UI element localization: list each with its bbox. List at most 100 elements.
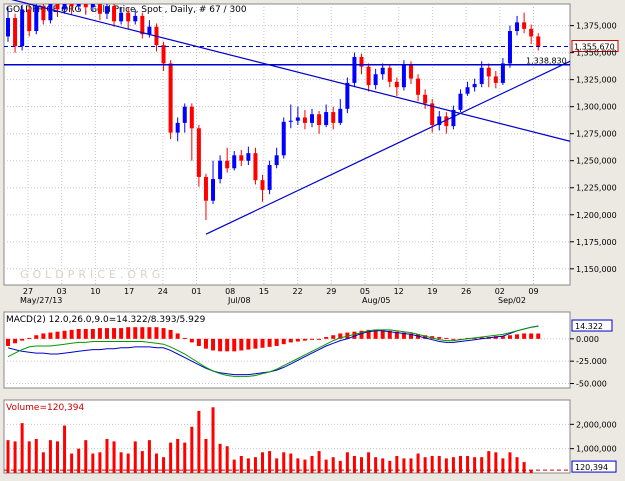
macd-histogram-bar <box>154 327 159 339</box>
macd-histogram-bar <box>225 338 230 352</box>
volume-bar <box>140 451 144 473</box>
candle-body <box>515 22 520 32</box>
candle-body <box>507 31 512 64</box>
macd-histogram-bar <box>359 330 364 339</box>
price-tick-label: 1,350,000 <box>576 49 617 58</box>
macd-histogram-bar <box>83 328 88 339</box>
volume-bar <box>494 452 498 473</box>
price-tick-label: 1,175,000 <box>576 238 617 247</box>
macd-title: MACD(2) 12.0,26.0,9.0=14.322/8.393/5.929 <box>6 315 206 325</box>
volume-bar <box>416 453 420 473</box>
macd-histogram-bar <box>444 337 449 339</box>
volume-bar <box>119 452 123 473</box>
date-tick-label: 05 <box>360 287 370 296</box>
macd-histogram-bar <box>500 336 505 339</box>
date-tick-label: 19 <box>427 287 437 296</box>
date-tick-label: 12 <box>394 287 404 296</box>
candle-body <box>451 109 456 127</box>
signal-line <box>7 325 539 377</box>
macd-histogram-bar <box>147 327 152 339</box>
candle-body <box>253 153 258 181</box>
volume-tick-label: 2,000,000 <box>576 420 617 429</box>
candle-body <box>69 4 74 7</box>
candle-body <box>168 63 173 133</box>
volume-bar <box>246 458 250 473</box>
macd-histogram-bar <box>62 330 67 339</box>
candle-body <box>48 4 53 21</box>
volume-panel <box>3 399 571 474</box>
candle-body <box>218 160 223 180</box>
candle-body <box>20 9 25 47</box>
candle-body <box>182 106 187 123</box>
date-tick-label: 02 <box>495 287 505 296</box>
macd-histogram-bar <box>437 337 442 339</box>
volume-current-label: 120,394 <box>575 463 608 472</box>
date-tick-label: 29 <box>326 287 336 296</box>
candle-body <box>310 114 315 123</box>
candle-body <box>380 67 385 75</box>
macd-histogram-bar <box>104 328 109 339</box>
macd-tick-label: -25.000 <box>576 357 607 366</box>
volume-bar <box>197 410 201 473</box>
candle-body <box>76 4 81 7</box>
date-tick-label: 03 <box>57 287 67 296</box>
macd-histogram-bar <box>246 338 251 350</box>
volume-bar <box>55 441 59 473</box>
macd-histogram-bar <box>6 338 10 346</box>
macd-histogram-bar <box>232 338 237 352</box>
candle-body <box>288 120 293 122</box>
volume-bar <box>473 457 477 473</box>
candle-body <box>387 67 392 82</box>
candle-body <box>6 18 10 37</box>
macd-histogram-bar <box>536 333 541 339</box>
macd-histogram-bar <box>119 328 124 339</box>
macd-histogram-bar <box>267 338 272 347</box>
candle-body <box>416 78 421 95</box>
date-tick-label: 26 <box>461 287 471 296</box>
volume-bar <box>98 452 102 473</box>
candle-body <box>147 26 152 35</box>
macd-histogram-bar <box>133 327 138 339</box>
volume-bar <box>501 458 505 473</box>
month-label: Jul/08 <box>227 296 251 305</box>
candle-body <box>274 155 279 166</box>
volume-bar <box>402 458 406 473</box>
date-tick-label: 17 <box>124 287 134 296</box>
volume-bar <box>451 457 455 473</box>
volume-bar <box>395 455 399 473</box>
volume-bar <box>48 440 52 473</box>
macd-histogram-bar <box>175 333 180 339</box>
volume-bar <box>91 453 95 473</box>
candle-body <box>13 18 18 47</box>
volume-bar <box>345 452 349 473</box>
volume-tick-label: 1,000,000 <box>576 445 617 454</box>
volume-bar <box>183 442 187 473</box>
candle-body <box>55 4 60 10</box>
candle-body <box>232 155 237 169</box>
candle-body <box>267 165 272 190</box>
candle-body <box>500 63 505 83</box>
macd-histogram-bar <box>408 333 413 339</box>
date-tick-label: 01 <box>191 287 201 296</box>
candle-body <box>359 56 364 67</box>
volume-bar <box>480 457 484 473</box>
volume-bar <box>133 441 137 473</box>
price-tick-label: 1,275,000 <box>576 130 617 139</box>
macd-histogram-bar <box>507 335 512 339</box>
macd-histogram-bar <box>401 332 406 339</box>
candle-body <box>345 82 350 109</box>
macd-histogram-bar <box>260 338 265 348</box>
date-tick-label: 15 <box>259 287 269 296</box>
candle-body <box>479 67 484 84</box>
volume-bar <box>458 455 462 473</box>
volume-bar <box>20 423 24 473</box>
candle-body <box>394 81 399 88</box>
candle-body <box>211 179 216 201</box>
candle-body <box>175 122 180 133</box>
current-price-label: 1,355,670 <box>574 43 615 52</box>
volume-bar <box>296 458 300 473</box>
volume-bar <box>522 462 526 473</box>
volume-bar <box>190 426 194 473</box>
candle-body <box>493 76 498 83</box>
